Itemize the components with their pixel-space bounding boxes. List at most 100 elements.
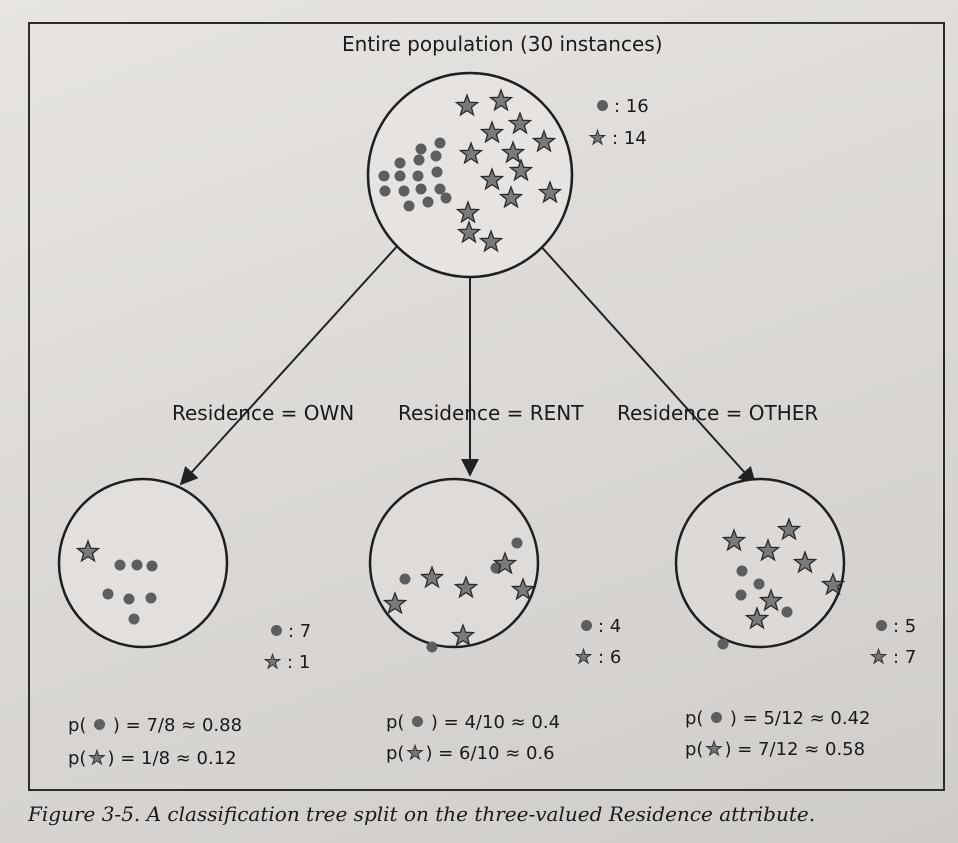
- star-mark: [479, 120, 505, 144]
- star-icon: ★: [588, 127, 607, 150]
- dot-mark: [430, 150, 442, 162]
- dot-mark: [440, 192, 452, 204]
- other-star-count-value: : 7: [893, 647, 917, 668]
- dot-mark: [379, 185, 391, 197]
- dot-mark: [128, 613, 140, 625]
- root-dot-count: : 16: [597, 96, 649, 117]
- dot-mark: [415, 183, 427, 195]
- root-title: Entire population (30 instances): [342, 32, 663, 56]
- star-icon: ★: [263, 651, 282, 674]
- star-mark: [500, 140, 526, 164]
- root-star-count-value: : 14: [612, 128, 647, 149]
- dot-mark: [735, 589, 747, 601]
- own-star-count-value: : 1: [287, 652, 311, 673]
- figure-caption: Figure 3-5. A classification tree split …: [28, 802, 816, 826]
- own-dot-count: : 7: [271, 621, 311, 642]
- star-mark: [537, 180, 563, 204]
- star-mark: [75, 539, 101, 563]
- dot-mark: [398, 185, 410, 197]
- dot-mark: [403, 200, 415, 212]
- rent-star-count-value: : 6: [598, 647, 622, 668]
- dot-mark: [422, 196, 434, 208]
- star-mark: [776, 517, 802, 541]
- star-icon: ★: [869, 646, 888, 669]
- edge-label-own: Residence = OWN: [172, 401, 355, 425]
- star-mark: [508, 158, 534, 182]
- star-mark: [419, 565, 445, 589]
- star-mark: [492, 551, 518, 575]
- dot-icon: [711, 712, 723, 723]
- dot-mark: [102, 588, 114, 600]
- rent-dot-count-value: : 4: [598, 616, 622, 637]
- dot-mark: [378, 170, 390, 182]
- node-rent: [368, 477, 540, 649]
- star-mark: [758, 588, 784, 612]
- rent-p-dot-suffix: ) = 4/10 ≈ 0.4: [430, 712, 561, 733]
- own-star-count: ★: 1: [263, 651, 311, 674]
- dot-mark: [114, 559, 126, 571]
- star-mark: [820, 572, 846, 596]
- own-p-star-suffix: ) = 1/8 ≈ 0.12: [107, 748, 237, 769]
- star-mark: [458, 141, 484, 165]
- dot-mark: [413, 154, 425, 166]
- root-dot-count-value: : 16: [614, 96, 649, 117]
- other-dot-count: : 5: [876, 616, 916, 637]
- dot-icon: [94, 719, 106, 730]
- rent-dot-count: : 4: [581, 616, 621, 637]
- star-icon: ★: [88, 747, 106, 770]
- star-mark: [792, 550, 818, 574]
- rent-p-star: p(★) = 6/10 ≈ 0.6: [386, 742, 555, 765]
- dot-mark: [394, 157, 406, 169]
- dot-mark: [753, 578, 765, 590]
- dot-mark: [434, 183, 446, 195]
- star-mark: [507, 111, 533, 135]
- root-star-count: ★: 14: [588, 127, 647, 150]
- star-mark: [479, 167, 505, 191]
- other-p-star-suffix: ) = 7/12 ≈ 0.58: [724, 739, 866, 760]
- own-p-star: p(★) = 1/8 ≈ 0.12: [68, 747, 237, 770]
- star-mark: [456, 220, 482, 244]
- dot-mark: [131, 559, 143, 571]
- other-dot-count-value: : 5: [893, 616, 917, 637]
- dot-mark: [431, 166, 443, 178]
- star-mark: [450, 623, 476, 647]
- own-p-star-prefix: p(: [68, 748, 87, 769]
- rent-star-count: ★: 6: [574, 646, 622, 669]
- dot-mark: [145, 592, 157, 604]
- figure-frame: [28, 22, 945, 791]
- edge-label-other: Residence = OTHER: [617, 401, 819, 425]
- star-mark: [488, 88, 514, 112]
- other-p-dot-suffix: ) = 5/12 ≈ 0.42: [729, 708, 871, 729]
- star-mark: [755, 538, 781, 562]
- dot-mark: [123, 593, 135, 605]
- star-mark: [510, 577, 536, 601]
- dot-icon: [271, 625, 282, 636]
- other-p-star: p(★) = 7/12 ≈ 0.58: [685, 738, 866, 761]
- other-p-dot: p( ) = 5/12 ≈ 0.42: [685, 708, 871, 729]
- dot-icon: [412, 716, 424, 727]
- star-mark: [531, 129, 557, 153]
- dot-mark: [781, 606, 793, 618]
- star-mark: [744, 606, 770, 630]
- edge-label-rent: Residence = RENT: [398, 401, 584, 425]
- node-other: [674, 477, 846, 649]
- node-own: [57, 477, 229, 649]
- star-icon: ★: [574, 646, 593, 669]
- dot-mark: [399, 573, 411, 585]
- dot-mark: [415, 143, 427, 155]
- own-dot-count-value: : 7: [288, 621, 312, 642]
- rent-p-star-suffix: ) = 6/10 ≈ 0.6: [425, 743, 555, 764]
- rent-p-star-prefix: p(: [386, 743, 405, 764]
- rent-p-dot-prefix: p(: [386, 712, 405, 733]
- dot-icon: [597, 100, 608, 111]
- dot-icon: [876, 620, 887, 631]
- dot-mark: [394, 170, 406, 182]
- star-mark: [478, 229, 504, 253]
- star-mark: [721, 528, 747, 552]
- dot-mark: [434, 137, 446, 149]
- own-p-dot-prefix: p(: [68, 715, 87, 736]
- star-mark: [382, 591, 408, 615]
- star-mark: [498, 185, 524, 209]
- other-p-dot-prefix: p(: [685, 708, 704, 729]
